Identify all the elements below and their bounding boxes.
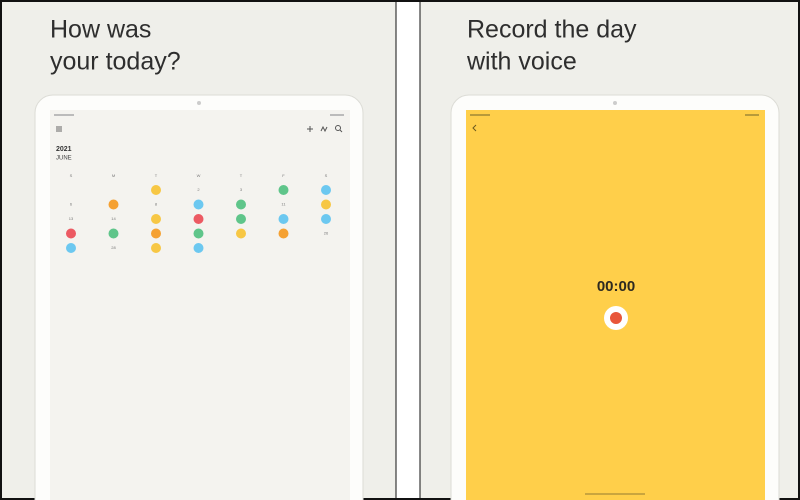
day-label: 8: [155, 202, 158, 207]
mood-dot: [151, 228, 161, 239]
mood-dot: [193, 243, 204, 253]
day-label: 11: [281, 202, 286, 207]
mood-dot: [278, 185, 289, 195]
day-label: 28: [111, 245, 116, 250]
screen: [50, 110, 350, 500]
title-line: Record the day: [467, 16, 637, 44]
menu-icon[interactable]: [56, 126, 62, 132]
mood-dot: [278, 228, 289, 239]
timer: 00:00: [597, 278, 635, 295]
day-label: 2: [197, 187, 200, 192]
mood-dot: [278, 214, 289, 224]
title-line: your today?: [50, 48, 181, 76]
camera: [197, 101, 201, 105]
day-label: 3: [240, 187, 243, 192]
weekday-label: W: [197, 173, 201, 178]
stats-icon[interactable]: [320, 125, 328, 133]
mood-dot: [151, 214, 161, 224]
search-icon[interactable]: [335, 125, 343, 133]
weekday-label: T: [155, 173, 158, 178]
mood-dot: [321, 199, 331, 210]
camera: [613, 101, 617, 105]
add-icon[interactable]: [307, 126, 313, 132]
mood-dot: [321, 185, 331, 195]
day-label: 14: [111, 216, 116, 221]
day-label: 26: [324, 231, 329, 236]
mood-dot: [193, 228, 204, 239]
calendar-month: JUNE: [56, 156, 72, 162]
mood-dot: [193, 214, 204, 224]
mood-dot: [193, 199, 204, 210]
mood-dot: [151, 243, 161, 253]
day-label: 13: [69, 216, 74, 221]
status-bar: [470, 114, 490, 116]
mood-dot: [108, 199, 119, 210]
calendar-year: 2021: [56, 146, 72, 153]
title-line: How was: [50, 16, 151, 44]
mood-dot: [66, 228, 76, 239]
mood-dot: [66, 243, 76, 253]
mood-dot: [108, 228, 119, 239]
record-button[interactable]: [604, 306, 628, 330]
weekday-label: S: [325, 173, 328, 178]
mood-dot: [236, 228, 246, 239]
day-label: 6: [70, 202, 73, 207]
record-button-dot: [610, 312, 622, 324]
weekday-label: T: [240, 173, 243, 178]
mood-dot: [236, 214, 246, 224]
mood-dot: [321, 214, 331, 224]
mood-dot: [151, 185, 161, 195]
title-line: with voice: [466, 48, 577, 76]
weekday-label: S: [70, 173, 73, 178]
mood-dot: [236, 199, 246, 210]
hint-bar: [585, 493, 645, 495]
status-bar: [54, 114, 74, 116]
status-bar: [330, 114, 344, 116]
screen: [466, 110, 765, 500]
weekday-label: M: [112, 173, 115, 178]
weekday-label: F: [282, 173, 285, 178]
calendar: S M T W T F S 2 3 6 8 11 13 14 26 28: [66, 173, 331, 253]
status-bar: [745, 114, 759, 116]
back-button[interactable]: [472, 124, 477, 132]
